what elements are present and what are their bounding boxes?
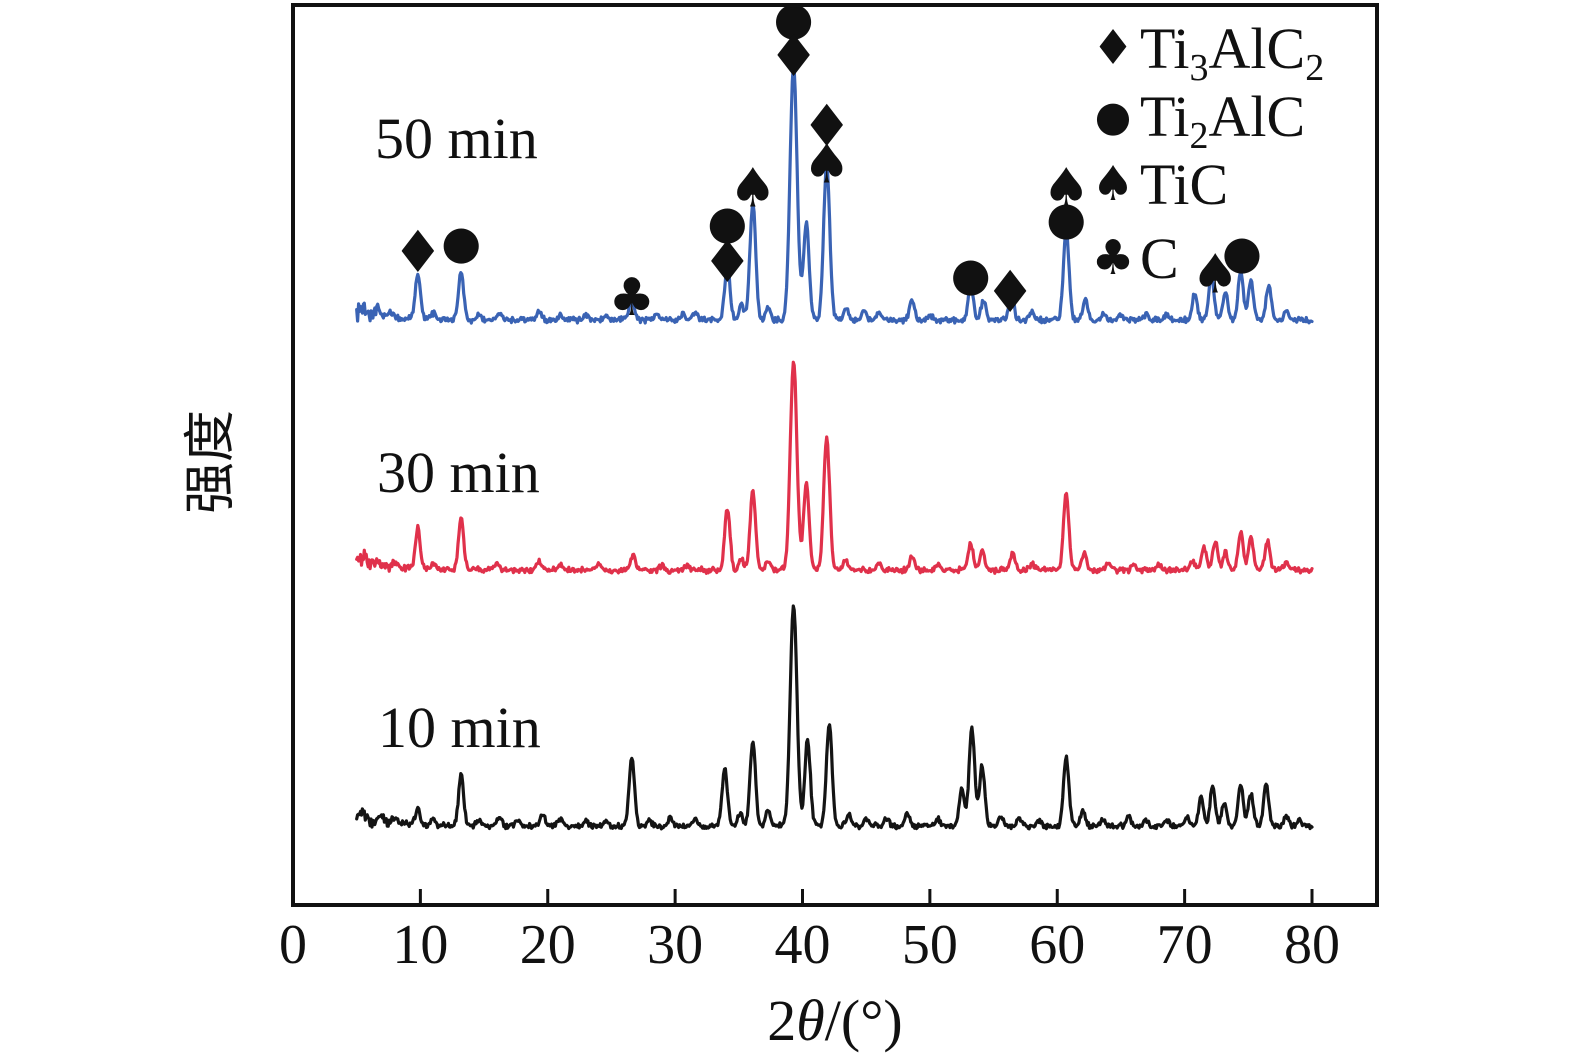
x-axis-title: 2θ/(°) [767,988,902,1053]
series-label-30min: 30 min [377,440,540,505]
phase-marker-diamond-Ti3AlC2: ♦ [801,92,853,160]
phase-markers-group: ♦●♣●♦♠●♦♦♠●♦♠●♠● [392,0,1262,328]
legend-label-C: C [1140,226,1179,291]
legend-label-Ti3AlC2: Ti3AlC2 [1140,16,1324,89]
phase-marker-spade-TiC: ♠ [802,133,850,196]
phase-marker-circle-Ti2AlC: ● [1222,225,1262,279]
legend-symbol-spade: ♠ [1091,156,1134,212]
phase-marker-circle-Ti2AlC: ● [707,195,747,249]
curve-30min [355,360,1314,575]
legend-symbol-diamond: ♦ [1091,20,1134,76]
x-tick-label-40: 40 [775,914,831,976]
y-axis-title: 强度 [183,410,240,514]
x-tick-label-80: 80 [1284,914,1340,976]
legend-label-TiC: TiC [1140,152,1228,217]
x-tick-label-0: 0 [279,914,307,976]
curve-10min [355,604,1314,831]
phase-marker-diamond-Ti3AlC2: ♦ [768,22,820,90]
x-tick-label-20: 20 [520,914,576,976]
x-tick-label-50: 50 [902,914,958,976]
phase-marker-circle-Ti2AlC: ● [441,215,481,269]
phase-marker-spade-TiC: ♠ [729,157,777,220]
phase-marker-spade-TiC: ♠ [1042,157,1090,220]
series-label-50min: 50 min [375,106,538,171]
plot-border [291,3,1379,907]
phase-marker-club-C: ♣ [609,268,656,328]
phase-marker-circle-Ti2AlC: ● [774,0,814,45]
phase-marker-spade-TiC: ♠ [1191,243,1239,306]
x-axis-ticks-group [418,889,1314,903]
curves-group [355,65,1314,831]
series-label-10min: 10 min [378,695,541,760]
phase-marker-circle-Ti2AlC: ● [1046,191,1086,245]
legend-label-Ti2AlC: Ti2AlC [1140,84,1305,157]
x-axis-tick-labels-group: 0 10 20 30 40 50 60 70 80 [279,914,1340,976]
x-tick-label-30: 30 [647,914,703,976]
phase-marker-circle-Ti2AlC: ● [951,247,991,301]
x-tick-label-10: 10 [392,914,448,976]
curve-50min [355,65,1314,325]
x-tick-label-70: 70 [1157,914,1213,976]
phase-marker-diamond-Ti3AlC2: ♦ [701,228,753,296]
legend-symbol-circle: ● [1095,92,1132,141]
phase-marker-diamond-Ti3AlC2: ♦ [392,218,444,286]
legend-symbol-club: ♣ [1091,230,1134,286]
x-tick-label-60: 60 [1029,914,1085,976]
phase-marker-diamond-Ti3AlC2: ♦ [984,258,1036,326]
legend-group: ♦ Ti3AlC2● Ti2AlC♠ TiC♣ C [1091,16,1324,291]
